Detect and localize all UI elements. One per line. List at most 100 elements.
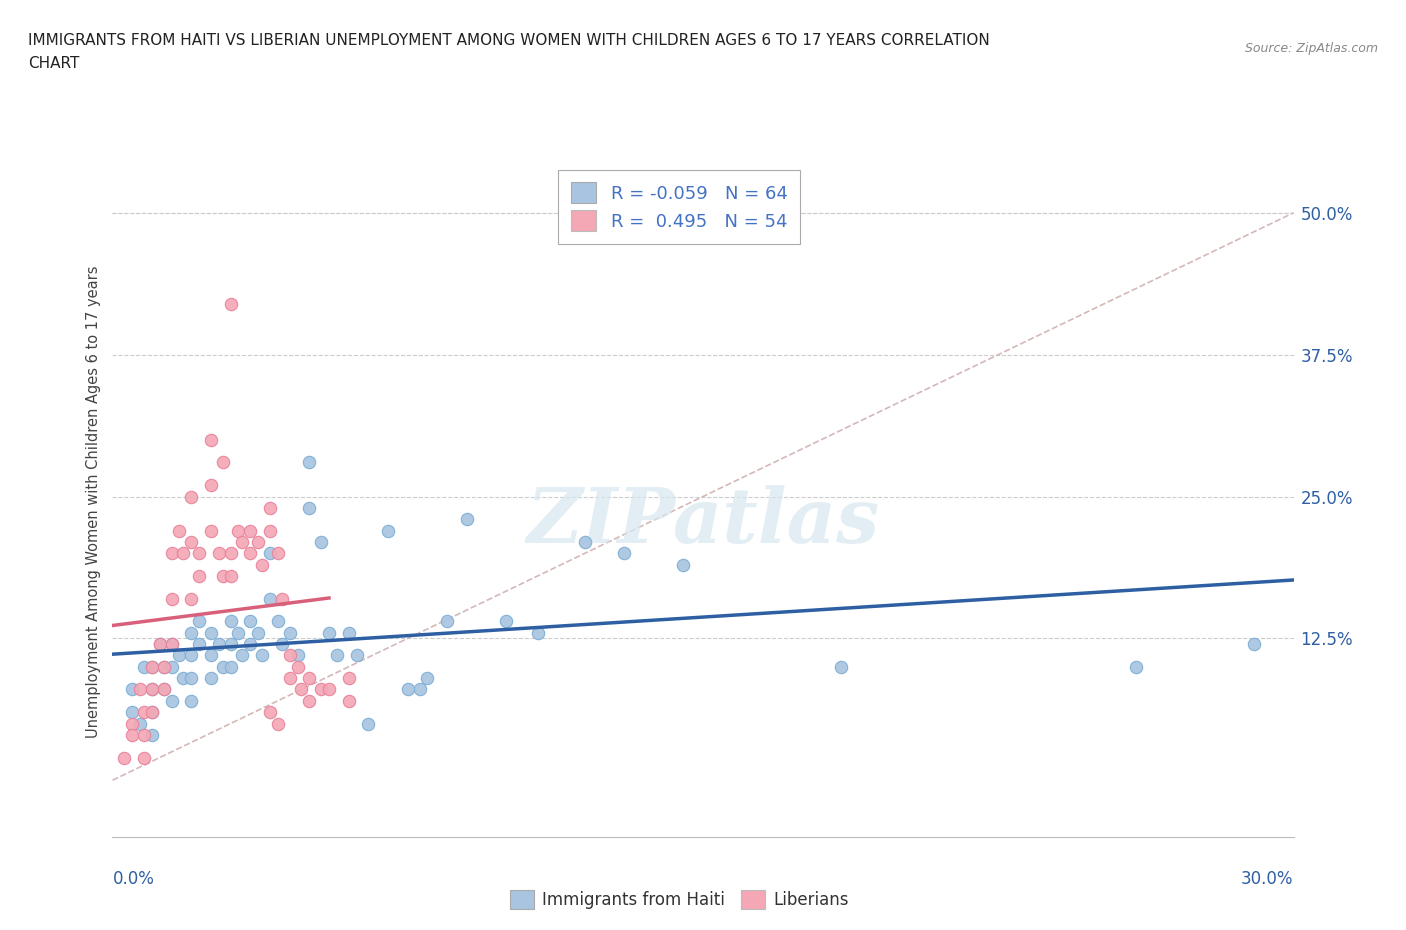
Point bbox=[200, 648, 222, 663]
Point bbox=[121, 716, 143, 731]
Point bbox=[247, 625, 270, 640]
Point bbox=[160, 591, 183, 606]
Point bbox=[239, 614, 262, 629]
Point bbox=[239, 637, 262, 652]
Point bbox=[169, 648, 191, 663]
Point bbox=[152, 659, 174, 674]
Point bbox=[152, 659, 174, 674]
Point bbox=[219, 659, 242, 674]
Point bbox=[278, 648, 301, 663]
Point bbox=[219, 296, 242, 311]
Point bbox=[318, 625, 340, 640]
Point bbox=[200, 524, 222, 538]
Point bbox=[172, 671, 194, 685]
Point bbox=[188, 568, 211, 583]
Point bbox=[267, 716, 290, 731]
Point bbox=[200, 478, 222, 493]
Point bbox=[129, 682, 152, 697]
Point bbox=[141, 727, 163, 742]
Point bbox=[259, 546, 281, 561]
Point bbox=[200, 432, 222, 447]
Point bbox=[231, 535, 253, 550]
Point bbox=[416, 671, 439, 685]
Point bbox=[141, 682, 163, 697]
Point bbox=[408, 682, 430, 697]
Point bbox=[121, 682, 143, 697]
Point bbox=[1125, 659, 1147, 674]
Point bbox=[172, 546, 194, 561]
Point bbox=[152, 682, 174, 697]
Point bbox=[141, 659, 163, 674]
Point bbox=[337, 671, 360, 685]
Text: Source: ZipAtlas.com: Source: ZipAtlas.com bbox=[1244, 42, 1378, 55]
Point bbox=[149, 637, 172, 652]
Point bbox=[219, 637, 242, 652]
Point bbox=[160, 637, 183, 652]
Point bbox=[436, 614, 458, 629]
Point bbox=[259, 591, 281, 606]
Point bbox=[298, 671, 321, 685]
Point bbox=[377, 524, 399, 538]
Point bbox=[141, 682, 163, 697]
Point bbox=[337, 625, 360, 640]
Point bbox=[208, 546, 231, 561]
Point bbox=[1243, 637, 1265, 652]
Point bbox=[219, 614, 242, 629]
Point bbox=[129, 716, 152, 731]
Point bbox=[298, 500, 321, 515]
Point bbox=[180, 694, 202, 709]
Point bbox=[270, 637, 292, 652]
Point bbox=[121, 727, 143, 742]
Point bbox=[132, 751, 155, 765]
Point bbox=[132, 727, 155, 742]
Y-axis label: Unemployment Among Women with Children Ages 6 to 17 years: Unemployment Among Women with Children A… bbox=[86, 266, 101, 738]
Point bbox=[250, 648, 273, 663]
Text: 30.0%: 30.0% bbox=[1241, 870, 1294, 887]
Legend: Immigrants from Haiti, Liberians: Immigrants from Haiti, Liberians bbox=[503, 884, 855, 916]
Point bbox=[250, 557, 273, 572]
Point bbox=[574, 535, 596, 550]
Point bbox=[231, 648, 253, 663]
Point bbox=[613, 546, 636, 561]
Text: ZIPatlas: ZIPatlas bbox=[526, 485, 880, 559]
Point bbox=[259, 500, 281, 515]
Point bbox=[267, 614, 290, 629]
Point bbox=[121, 705, 143, 720]
Point bbox=[228, 625, 250, 640]
Point bbox=[160, 637, 183, 652]
Point bbox=[396, 682, 419, 697]
Point bbox=[672, 557, 695, 572]
Point bbox=[287, 648, 309, 663]
Point bbox=[200, 625, 222, 640]
Point bbox=[239, 524, 262, 538]
Point bbox=[228, 524, 250, 538]
Point bbox=[278, 671, 301, 685]
Point bbox=[160, 546, 183, 561]
Point bbox=[188, 546, 211, 561]
Point bbox=[211, 659, 233, 674]
Point bbox=[180, 489, 202, 504]
Point bbox=[169, 524, 191, 538]
Point bbox=[239, 546, 262, 561]
Point bbox=[357, 716, 380, 731]
Point bbox=[211, 568, 233, 583]
Point bbox=[208, 637, 231, 652]
Point bbox=[278, 625, 301, 640]
Point bbox=[247, 535, 270, 550]
Point bbox=[141, 705, 163, 720]
Text: 0.0%: 0.0% bbox=[112, 870, 155, 887]
Point bbox=[149, 637, 172, 652]
Text: CHART: CHART bbox=[28, 56, 80, 71]
Point bbox=[141, 705, 163, 720]
Point bbox=[141, 659, 163, 674]
Point bbox=[309, 682, 332, 697]
Point bbox=[180, 591, 202, 606]
Point bbox=[132, 659, 155, 674]
Point bbox=[337, 694, 360, 709]
Point bbox=[526, 625, 548, 640]
Point bbox=[219, 546, 242, 561]
Point bbox=[160, 659, 183, 674]
Point bbox=[495, 614, 517, 629]
Point bbox=[112, 751, 135, 765]
Point bbox=[456, 512, 478, 526]
